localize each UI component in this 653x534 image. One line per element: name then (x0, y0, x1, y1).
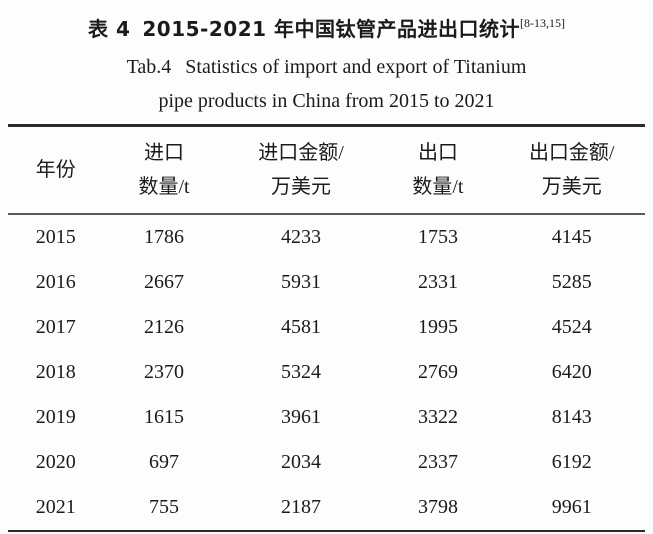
column-header-export-value: 出口金额/ 万美元 (498, 126, 645, 214)
table-caption-en-label: Tab.4 (126, 56, 172, 78)
value-cell: 2126 (144, 315, 185, 338)
value-cell: 755 (149, 495, 180, 518)
table-caption-zh: 表 4 2015-2021 年中国钛管产品进出口统计[8-13,15] (0, 0, 653, 44)
header-line: 进口 (144, 141, 185, 164)
value-cell: 4145 (551, 225, 592, 248)
year-cell: 2015 (35, 225, 76, 248)
column-header-import-value: 进口金额/ 万美元 (225, 126, 378, 214)
value-cell: 6192 (551, 450, 592, 473)
table-caption-en-line1: Tab.4 Statistics of import and export of … (0, 52, 653, 82)
header-line: 万美元 (541, 175, 602, 198)
value-cell: 2370 (144, 360, 185, 383)
table-header-row: 年份 进口 数量/t 进口金额/ 万美元 出口 数量/t 出口金额/ 万美 (8, 126, 645, 214)
value-cell: 2331 (417, 270, 458, 293)
value-cell: 6420 (551, 360, 592, 383)
header-line: 数量/t (138, 175, 190, 198)
table-body: 2015 1786 4233 1753 4145 2016 2667 5931 2331 5285… (8, 214, 645, 531)
value-cell: 8143 (551, 405, 592, 428)
value-cell: 4581 (281, 315, 321, 338)
value-cell: 2034 (281, 450, 321, 473)
value-cell: 697 (149, 450, 180, 473)
value-cell: 2667 (144, 270, 185, 293)
table-header: 年份 进口 数量/t 进口金额/ 万美元 出口 数量/t 出口金额/ 万美 (8, 126, 645, 214)
value-cell: 3798 (417, 495, 458, 518)
import-export-table: 年份 进口 数量/t 进口金额/ 万美元 出口 数量/t 出口金额/ 万美 (8, 124, 645, 532)
value-cell: 5931 (281, 270, 321, 293)
value-cell: 3961 (281, 405, 321, 428)
table-caption-zh-label: 表 4 (88, 17, 131, 41)
table-row: 2015 1786 4233 1753 4145 (8, 214, 645, 260)
table-row: 2021 755 2187 3798 9961 (8, 485, 645, 531)
table-row: 2018 2370 5324 2769 6420 (8, 350, 645, 395)
value-cell: 2187 (281, 495, 321, 518)
citation-superscript: [8-13,15] (519, 16, 565, 30)
value-cell: 9961 (551, 495, 592, 518)
value-cell: 3322 (417, 405, 458, 428)
year-cell: 2017 (35, 315, 76, 338)
value-cell: 4524 (551, 315, 592, 338)
table-row: 2019 1615 3961 3322 8143 (8, 395, 645, 440)
table-row: 2017 2126 4581 1995 4524 (8, 305, 645, 350)
value-cell: 1995 (417, 315, 458, 338)
header-line: 年份 (35, 158, 76, 181)
table-caption-en-line2: pipe products in China from 2015 to 2021 (158, 90, 495, 112)
table-row: 2016 2667 5931 2331 5285 (8, 260, 645, 305)
year-cell: 2019 (35, 405, 76, 428)
value-cell: 1615 (144, 405, 185, 428)
value-cell: 5324 (281, 360, 321, 383)
column-header-import-qty: 进口 数量/t (104, 126, 225, 214)
header-line: 出口 (417, 141, 458, 164)
header-line: 出口金额/ (528, 141, 615, 164)
value-cell: 1753 (417, 225, 458, 248)
table-caption-en-text: Statistics of import and export of Titan… (185, 56, 527, 78)
value-cell: 2337 (417, 450, 458, 473)
column-header-year: 年份 (8, 126, 104, 214)
year-cell: 2021 (35, 495, 76, 518)
value-cell: 1786 (144, 225, 185, 248)
table-caption-zh-text: 2015-2021 年中国钛管产品进出口统计 (142, 17, 520, 41)
column-header-export-qty: 出口 数量/t (377, 126, 498, 214)
value-cell: 2769 (417, 360, 458, 383)
header-line: 进口金额/ (258, 141, 344, 164)
year-cell: 2020 (35, 450, 76, 473)
table-row: 2020 697 2034 2337 6192 (8, 440, 645, 485)
year-cell: 2016 (35, 270, 76, 293)
value-cell: 4233 (281, 225, 321, 248)
header-line: 万美元 (271, 175, 331, 198)
value-cell: 5285 (551, 270, 592, 293)
header-line: 数量/t (412, 175, 464, 198)
year-cell: 2018 (35, 360, 76, 383)
